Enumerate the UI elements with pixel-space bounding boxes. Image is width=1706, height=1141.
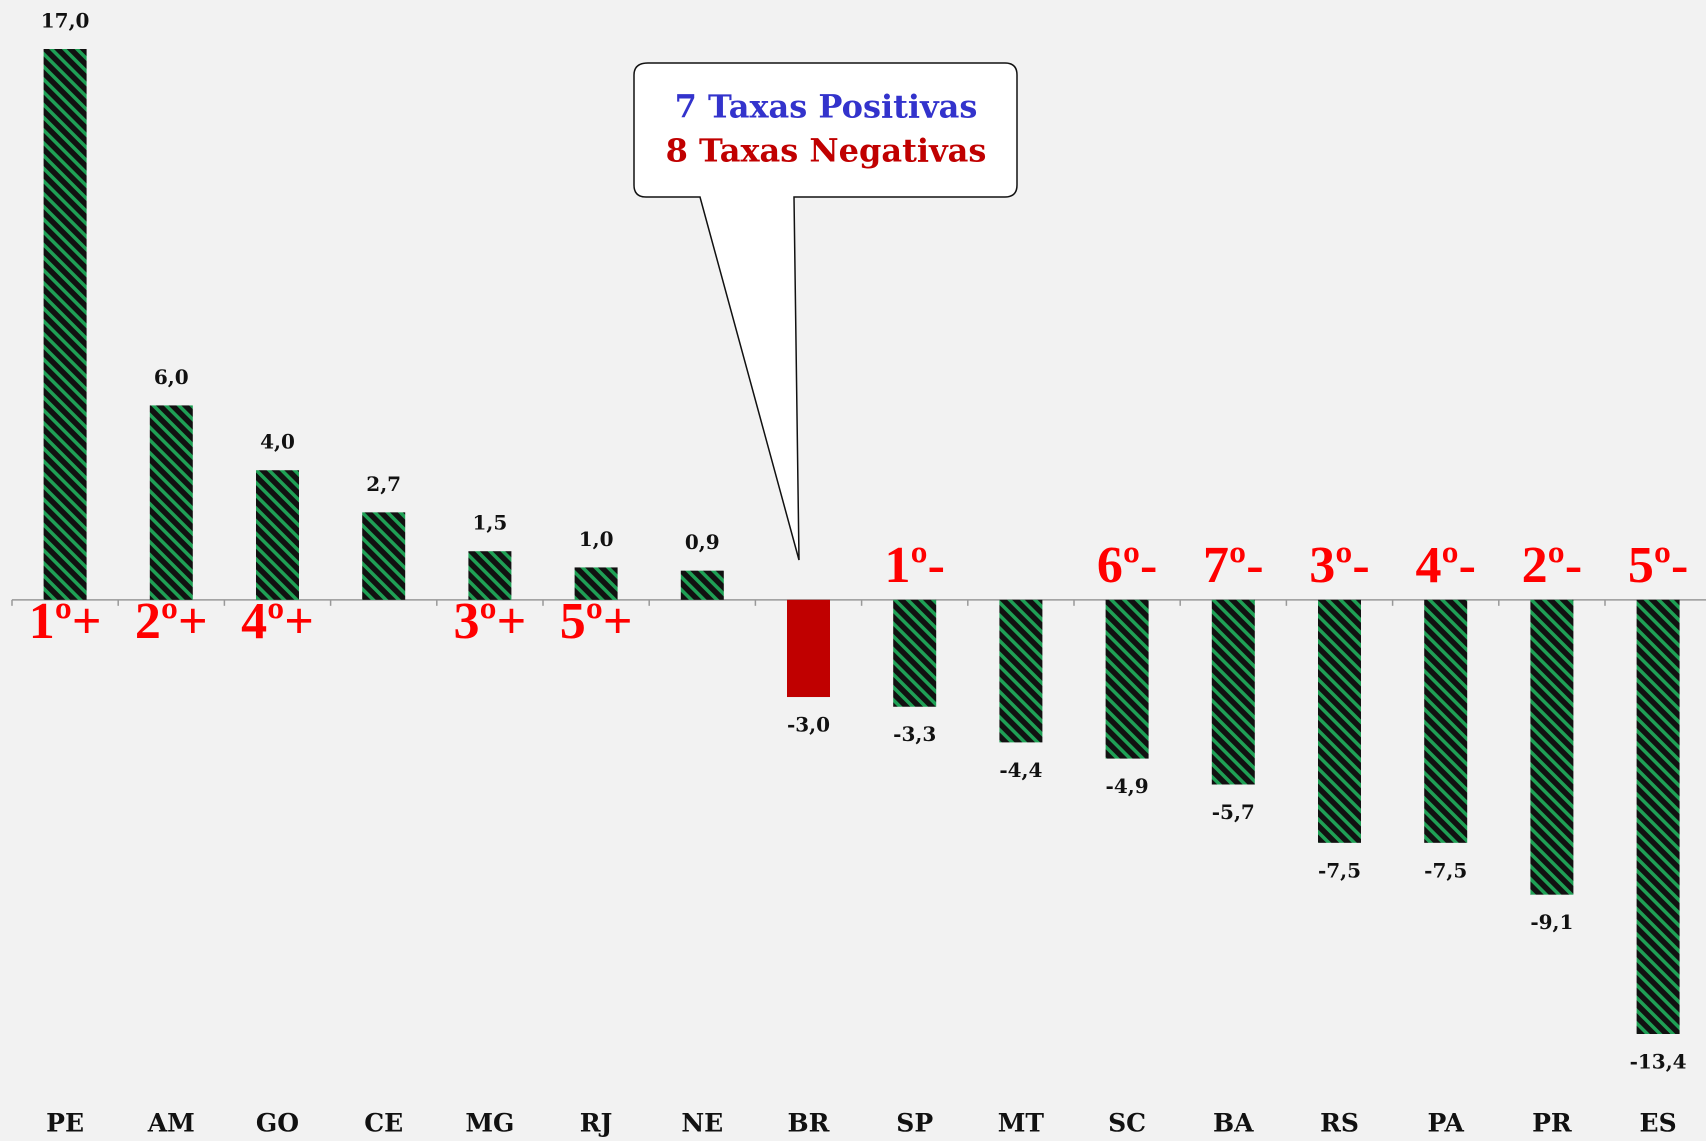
bar bbox=[362, 512, 406, 600]
rank-label: 1º- bbox=[884, 537, 944, 594]
bar bbox=[1105, 599, 1149, 759]
value-label: 4,0 bbox=[260, 430, 295, 454]
rank-label: 6º- bbox=[1097, 537, 1157, 594]
bar bbox=[1636, 599, 1680, 1034]
callout: 7 Taxas Positivas 8 Taxas Negativas bbox=[633, 62, 1018, 561]
x-tick-label: NE bbox=[681, 1109, 723, 1138]
bar bbox=[999, 599, 1043, 743]
rank-label: 4º- bbox=[1415, 537, 1475, 594]
value-label: 2,7 bbox=[366, 472, 401, 496]
callout-line: 7 Taxas Positivas bbox=[675, 88, 978, 126]
bar bbox=[1318, 599, 1361, 843]
bar bbox=[1530, 599, 1574, 895]
value-label: -3,3 bbox=[893, 722, 936, 746]
rank-label: 3º- bbox=[1309, 537, 1369, 594]
x-tick-label: BA bbox=[1213, 1109, 1254, 1138]
x-tick-label: RS bbox=[1320, 1109, 1359, 1138]
callout-box bbox=[633, 62, 1018, 561]
rank-label: 5º+ bbox=[560, 593, 633, 650]
x-tick-label: SP bbox=[896, 1109, 933, 1138]
value-label: 0,9 bbox=[685, 530, 720, 554]
x-tick-label: PA bbox=[1428, 1109, 1465, 1138]
rank-label: 5º- bbox=[1628, 537, 1688, 594]
bar bbox=[149, 405, 193, 600]
value-label: -5,7 bbox=[1212, 800, 1255, 824]
bar bbox=[1211, 599, 1255, 785]
x-tick-label: AM bbox=[147, 1109, 195, 1138]
rank-label: 2º+ bbox=[135, 593, 208, 650]
x-tick-label: PR bbox=[1532, 1109, 1572, 1138]
x-tick-label: PE bbox=[46, 1109, 84, 1138]
x-tick-label: MT bbox=[998, 1109, 1045, 1138]
x-tick-label: MG bbox=[465, 1109, 514, 1138]
value-label: -4,9 bbox=[1106, 774, 1149, 798]
rank-label: 2º- bbox=[1522, 537, 1582, 594]
bar bbox=[574, 567, 618, 600]
value-label: -3,0 bbox=[787, 713, 830, 737]
bar bbox=[680, 570, 724, 600]
bar bbox=[787, 599, 830, 698]
value-label: -7,5 bbox=[1318, 858, 1361, 882]
value-label: 17,0 bbox=[41, 9, 90, 33]
value-label: -9,1 bbox=[1530, 910, 1573, 934]
bar bbox=[468, 551, 512, 600]
x-tick-label: ES bbox=[1640, 1109, 1677, 1138]
value-label: 1,5 bbox=[473, 511, 508, 535]
bar bbox=[256, 470, 299, 600]
x-tick-label: SC bbox=[1108, 1109, 1146, 1138]
value-label: -4,4 bbox=[999, 758, 1042, 782]
rank-label: 4º+ bbox=[241, 593, 314, 650]
x-tick-label: GO bbox=[256, 1109, 299, 1138]
bar bbox=[1424, 599, 1468, 843]
value-label: -13,4 bbox=[1630, 1050, 1687, 1074]
x-tick-label: BR bbox=[788, 1109, 830, 1138]
x-tick-label: CE bbox=[364, 1109, 403, 1138]
rank-label: 7º- bbox=[1203, 537, 1263, 594]
value-label: 6,0 bbox=[154, 365, 189, 389]
value-label: 1,0 bbox=[579, 527, 614, 551]
bar bbox=[893, 599, 937, 707]
bar bbox=[43, 49, 87, 600]
rank-label: 3º+ bbox=[454, 593, 527, 650]
rank-label: 1º+ bbox=[29, 593, 102, 650]
x-tick-label: RJ bbox=[580, 1109, 613, 1138]
callout-line: 8 Taxas Negativas bbox=[666, 132, 987, 170]
value-label: -7,5 bbox=[1424, 858, 1467, 882]
